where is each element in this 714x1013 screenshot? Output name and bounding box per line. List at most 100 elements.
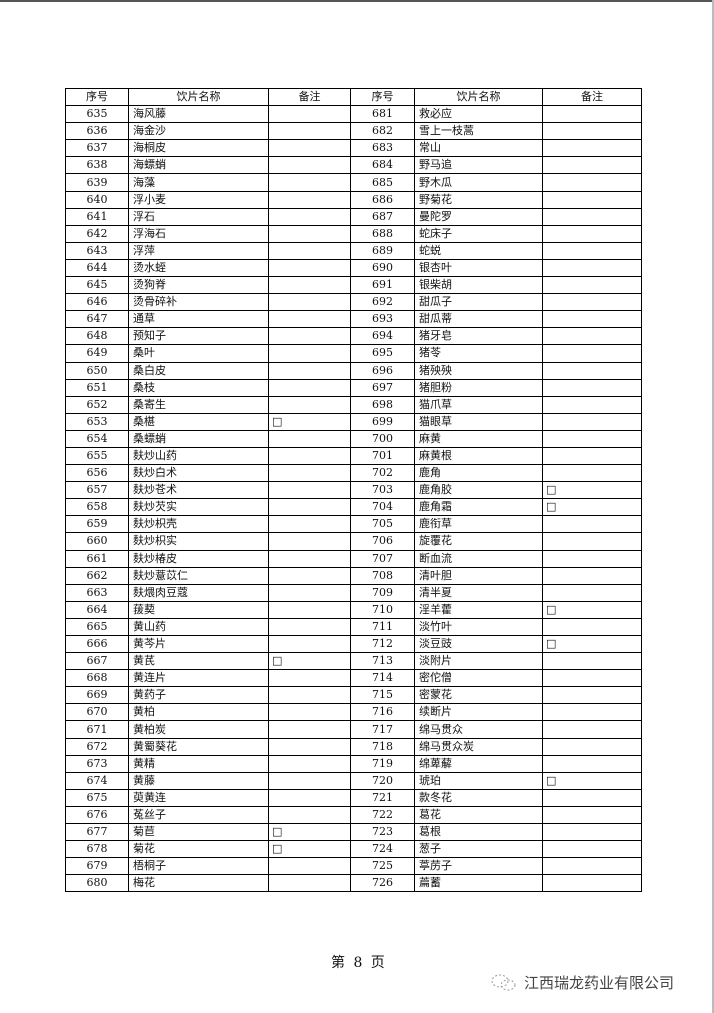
left-name-cell: 菝葜 (128, 600, 269, 619)
table-row: 657 麸炒苍术 703 鹿角胶 □ (65, 481, 642, 500)
left-name-cell: 麸炒椿皮 (128, 549, 269, 568)
left-note-cell (268, 105, 351, 124)
right-name-cell: 野木瓜 (414, 173, 543, 192)
right-name-cell: 常山 (414, 139, 543, 158)
table-row: 664 菝葜 710 淫羊藿 □ (65, 600, 642, 619)
right-seq-cell: 718 (350, 737, 415, 756)
right-seq-cell: 690 (350, 258, 415, 278)
left-seq-cell: 643 (65, 241, 129, 260)
table-row: 641 浮石 687 曼陀罗 (65, 207, 642, 226)
left-seq-cell: 679 (65, 857, 129, 876)
left-name-cell: 海藻 (128, 173, 269, 192)
left-name-cell: 麸炒苍术 (128, 481, 269, 500)
left-seq-cell: 646 (65, 293, 129, 312)
right-seq-cell: 682 (350, 122, 415, 141)
right-note-cell (542, 139, 642, 158)
left-seq-cell: 677 (65, 823, 129, 842)
left-name-cell: 黄芩片 (128, 634, 269, 654)
right-seq-cell: 707 (350, 549, 415, 568)
left-name-cell: 桑寄生 (128, 395, 269, 414)
table-row: 658 麸炒芡实 704 鹿角霜 □ (65, 498, 642, 517)
left-seq-cell: 674 (65, 771, 129, 790)
left-note-cell (268, 224, 351, 243)
right-seq-cell: 714 (350, 669, 415, 688)
right-name-cell: 鹿角霜 (414, 498, 543, 517)
table-row: 661 麸炒椿皮 707 断血流 (65, 549, 642, 568)
left-name-cell: 麸炒白术 (128, 464, 269, 483)
right-seq-cell: 689 (350, 241, 415, 260)
left-note-cell: □ (268, 652, 351, 671)
right-name-cell: 曼陀罗 (414, 207, 543, 226)
left-note-cell (268, 549, 351, 568)
right-note-cell (542, 686, 642, 705)
right-name-cell: 葛花 (414, 805, 543, 825)
left-note-cell (268, 720, 351, 739)
right-name-cell: 款冬花 (414, 788, 543, 807)
right-note-cell (542, 754, 642, 773)
right-note-cell (542, 549, 642, 568)
right-note-cell: □ (542, 481, 642, 500)
table-row: 667 黄芪 □ 713 淡附片 (65, 652, 642, 671)
header-name: 饮片名称 (128, 87, 269, 107)
right-note-cell (542, 361, 642, 380)
left-name-cell: 烫水蛭 (128, 258, 269, 278)
left-note-cell (268, 617, 351, 637)
right-name-cell: 萹蓄 (414, 874, 543, 893)
right-note-cell (542, 327, 642, 346)
left-note-cell (268, 122, 351, 141)
left-name-cell: 黄山药 (128, 617, 269, 637)
left-seq-cell: 662 (65, 566, 129, 585)
right-name-cell: 琥珀 (414, 771, 543, 790)
right-name-cell: 淡附片 (414, 652, 543, 671)
right-note-cell (542, 241, 642, 260)
left-name-cell: 浮小麦 (128, 190, 269, 209)
right-seq-cell: 724 (350, 840, 415, 859)
left-seq-cell: 647 (65, 310, 129, 329)
right-seq-cell: 685 (350, 173, 415, 192)
right-name-cell: 续断片 (414, 703, 543, 722)
right-seq-cell: 711 (350, 617, 415, 637)
left-note-cell (268, 600, 351, 619)
left-name-cell: 桑椹 (128, 412, 269, 431)
right-note-cell (542, 737, 642, 756)
left-seq-cell: 656 (65, 464, 129, 483)
table-row: 637 海桐皮 683 常山 (65, 139, 642, 158)
left-name-cell: 海螵蛸 (128, 156, 269, 175)
table-row: 650 桑白皮 696 猪殃殃 (65, 361, 642, 380)
table-row: 676 菟丝子 722 葛花 (65, 805, 642, 825)
right-name-cell: 猪牙皂 (414, 327, 543, 346)
table-row: 659 麸炒枳壳 705 鹿衔草 (65, 515, 642, 534)
right-seq-cell: 693 (350, 310, 415, 329)
left-name-cell: 浮海石 (128, 224, 269, 243)
right-seq-cell: 710 (350, 600, 415, 619)
right-name-cell: 淡豆豉 (414, 634, 543, 654)
left-name-cell: 麸炒枳实 (128, 532, 269, 551)
table-row: 643 浮萍 689 蛇蜕 (65, 241, 642, 260)
right-name-cell: 绵马贯众炭 (414, 737, 543, 756)
right-note-cell (542, 412, 642, 431)
left-name-cell: 麸炒枳壳 (128, 515, 269, 534)
right-seq-cell: 694 (350, 327, 415, 346)
left-name-cell: 桑枝 (128, 378, 269, 397)
left-seq-cell: 658 (65, 498, 129, 517)
table-row: 646 烫骨碎补 692 甜瓜子 (65, 293, 642, 312)
right-note-cell: □ (542, 498, 642, 517)
left-seq-cell: 651 (65, 378, 129, 397)
right-name-cell: 甜瓜子 (414, 293, 543, 312)
right-name-cell: 野菊花 (414, 190, 543, 209)
table-row: 656 麸炒白术 702 鹿角 (65, 464, 642, 483)
header-note: 备注 (542, 87, 642, 107)
right-name-cell: 麻黄根 (414, 446, 543, 466)
right-seq-cell: 700 (350, 429, 415, 448)
left-seq-cell: 665 (65, 617, 129, 637)
page-number: 第 8 页 (331, 955, 387, 971)
left-seq-cell: 638 (65, 156, 129, 175)
header-name: 饮片名称 (414, 87, 543, 107)
left-seq-cell: 645 (65, 276, 129, 295)
left-note-cell (268, 634, 351, 654)
left-note-cell (268, 258, 351, 278)
right-name-cell: 葱子 (414, 840, 543, 859)
right-name-cell: 雪上一枝蒿 (414, 122, 543, 141)
right-seq-cell: 717 (350, 720, 415, 739)
right-name-cell: 银柴胡 (414, 276, 543, 295)
